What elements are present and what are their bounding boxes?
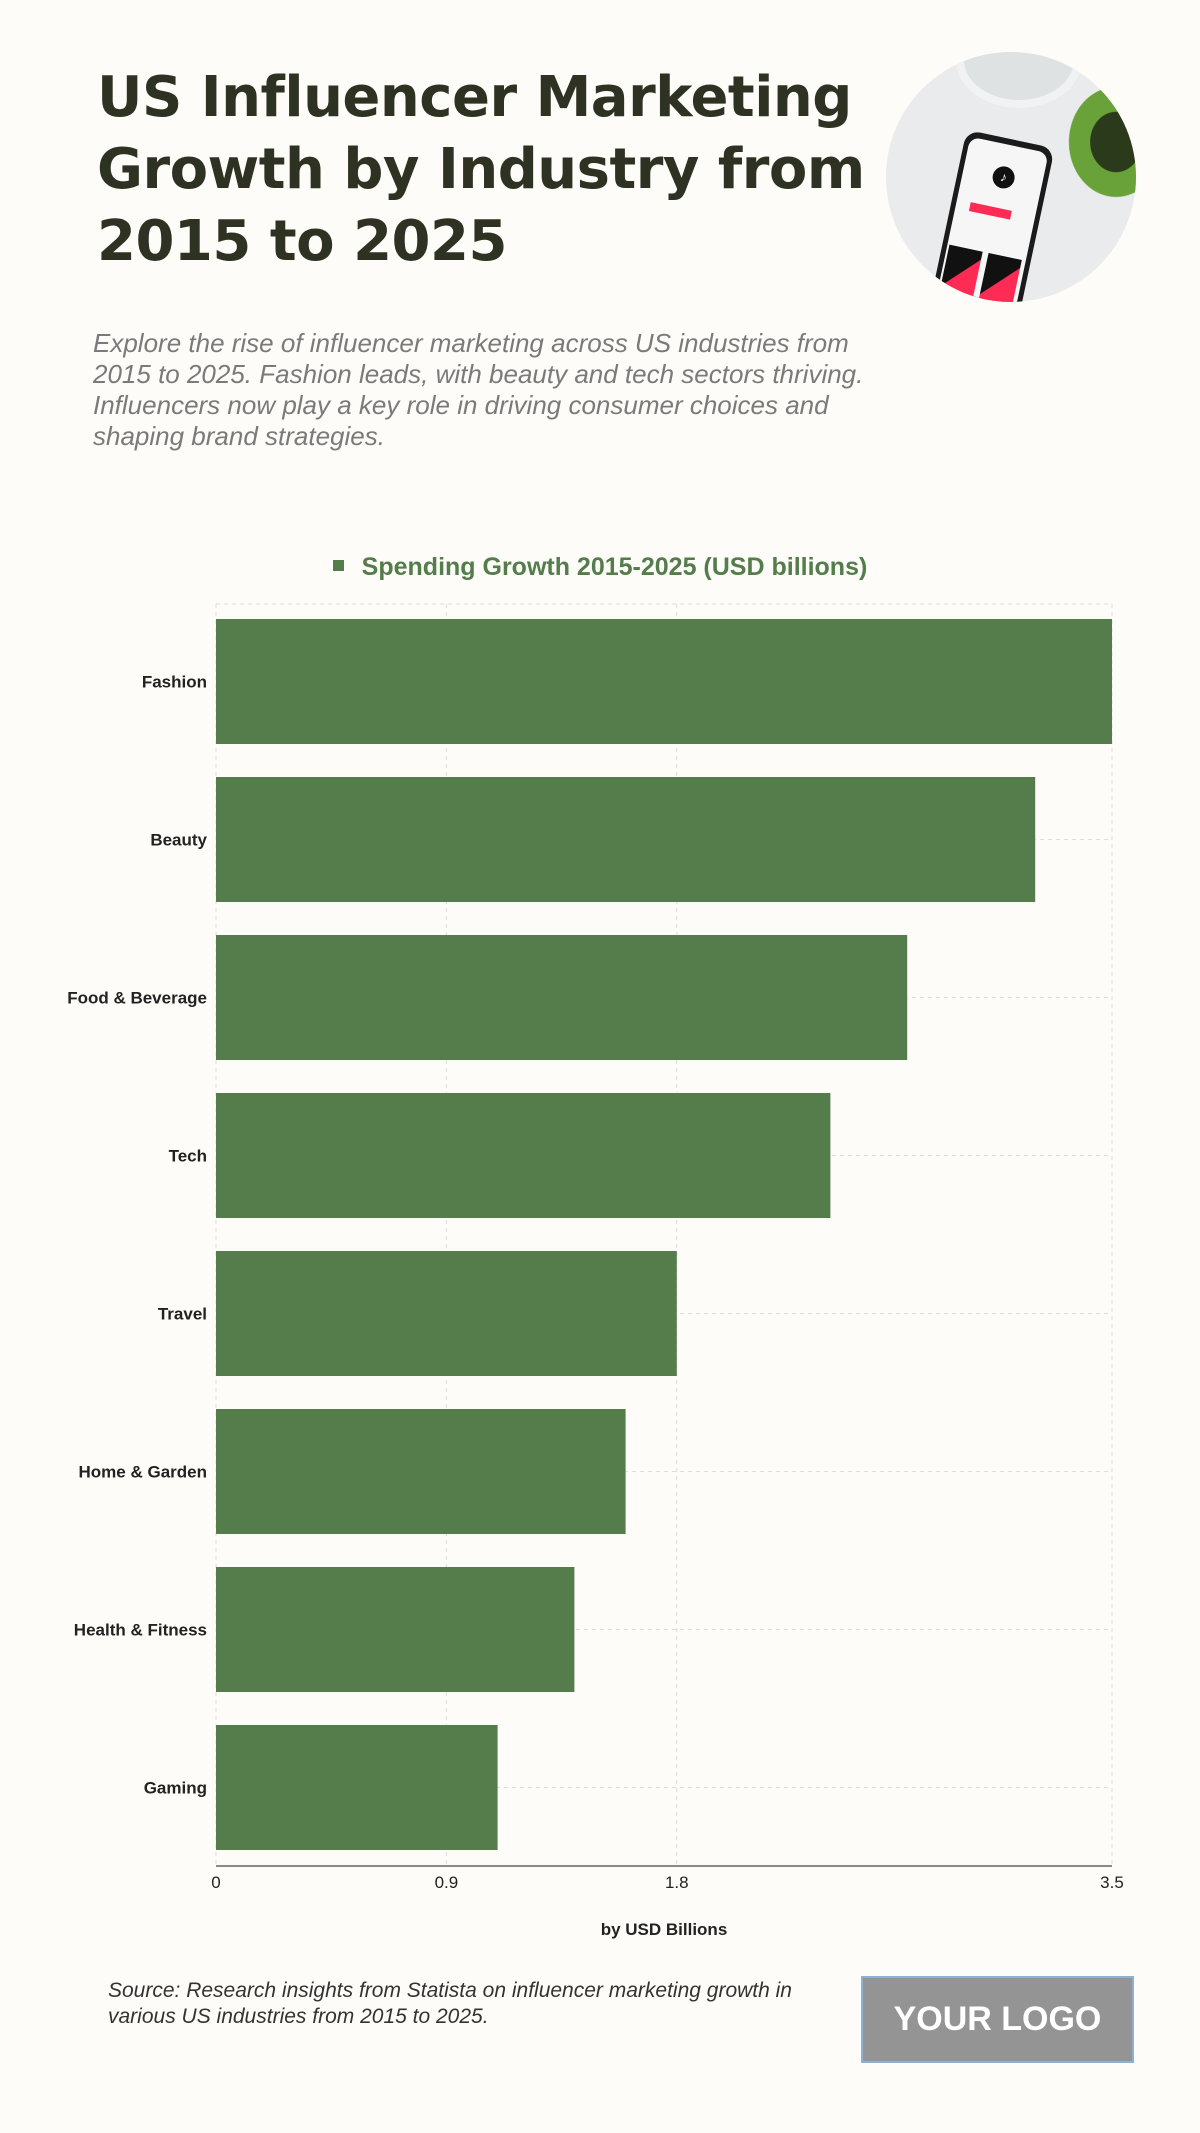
x-tick-label: 0.9	[435, 1873, 459, 1892]
source-note: Source: Research insights from Statista …	[108, 1979, 792, 2028]
x-tick-label: 0	[211, 1873, 220, 1892]
bar	[216, 1409, 626, 1534]
x-tick-label: 1.8	[665, 1873, 689, 1892]
category-label: Fashion	[142, 673, 207, 692]
chart-legend: Spending Growth 2015-2025 (USD billions)	[0, 553, 1200, 582]
bar	[216, 935, 908, 1060]
x-tick-label: 3.5	[1100, 1873, 1124, 1892]
category-label: Tech	[169, 1147, 207, 1166]
bar	[216, 619, 1112, 744]
bar	[216, 1725, 498, 1850]
category-label: Health & Fitness	[74, 1621, 207, 1640]
page-subtitle: Explore the rise of influencer marketing…	[93, 328, 864, 451]
category-label: Beauty	[150, 831, 207, 850]
category-label: Travel	[158, 1305, 207, 1324]
category-label: Home & Garden	[79, 1463, 207, 1482]
category-label: Gaming	[144, 1779, 207, 1798]
legend-swatch	[332, 559, 344, 571]
bar	[216, 1567, 575, 1692]
logo-placeholder: YOUR LOGO	[861, 1976, 1134, 2063]
legend-label: Spending Growth 2015-2025 (USD billions)	[361, 553, 868, 581]
bar	[216, 1251, 677, 1376]
x-axis-title: by USD Billions	[601, 1920, 728, 1939]
phone-photo: ♪	[886, 52, 1136, 302]
category-label: Food & Beverage	[67, 989, 207, 1008]
bar	[216, 1093, 831, 1218]
bar	[216, 777, 1036, 902]
plant-image	[1056, 72, 1136, 212]
page-title: US Influencer Marketing Growth by Indust…	[97, 65, 865, 274]
